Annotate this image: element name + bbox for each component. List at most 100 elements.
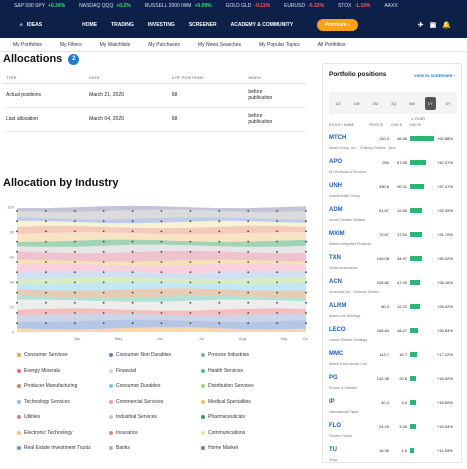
legend-item[interactable]: Insurance — [109, 430, 201, 436]
subnav-link[interactable]: My Watchlists — [99, 41, 131, 48]
ticker-item[interactable]: AAXX — [384, 3, 400, 9]
nav-link[interactable]: INVESTING — [147, 22, 175, 28]
position-ticker[interactable]: UNH — [329, 183, 342, 189]
legend-item[interactable]: Energy Minerals — [17, 368, 109, 374]
view-in-screener-link[interactable]: VIEW IN SCREENER › — [413, 73, 455, 78]
legend-item[interactable]: Real Estate Investment Trusts — [17, 445, 109, 451]
subnav-link[interactable]: My Popular Topics — [259, 41, 300, 48]
data-point — [73, 312, 76, 314]
position-ticker[interactable]: ADM — [329, 207, 343, 213]
position-change: 5.4 — [401, 400, 407, 405]
legend-item[interactable]: Financial — [109, 368, 201, 374]
period-tab[interactable]: 6M — [409, 100, 415, 106]
ticker-item[interactable]: EURUSD -0.32% — [284, 3, 324, 9]
position-ticker[interactable]: MXIM — [329, 231, 345, 237]
x-tick-label: Aug — [239, 336, 246, 341]
legend-item[interactable]: Process Industries — [201, 352, 307, 358]
position-name: AH Products & Services — [329, 170, 367, 174]
position-ticker[interactable]: TU — [329, 447, 337, 453]
position-row[interactable]: UNH UnitedHealth Group 330.6 90.11 +37.47% — [329, 181, 457, 205]
subnav-link[interactable]: My Portfolios — [13, 41, 42, 48]
change-bar — [410, 280, 420, 285]
legend-item[interactable]: Consumer Durables — [109, 383, 201, 389]
legend-item[interactable]: Electronic Technology — [17, 430, 109, 436]
send-icon[interactable]: ✈ — [417, 22, 424, 29]
period-tab[interactable]: 1M — [372, 100, 379, 106]
position-ticker[interactable]: TXN — [329, 255, 341, 261]
legend-item[interactable]: Health Services — [201, 368, 307, 374]
period-tab[interactable]: 1W — [353, 100, 360, 106]
legend-item[interactable]: Consumer Non Durables — [109, 352, 201, 358]
legend-item[interactable]: Pharmaceuticals — [201, 414, 307, 420]
position-ticker[interactable]: MTCH — [329, 135, 347, 141]
legend-item[interactable]: Utilities — [17, 414, 109, 420]
position-row[interactable]: ALRM Alarm.com Holdings 60.3 12.22 +25.42% — [329, 301, 457, 325]
position-row[interactable]: LECO Lincoln Electric Holdings 106.84 18.27… — [329, 325, 457, 349]
subnav-link[interactable]: My Filters — [59, 41, 82, 48]
position-ticker[interactable]: MMC — [329, 351, 344, 357]
nav-link[interactable]: HOME — [82, 22, 98, 28]
subnav-link[interactable]: My News Searches — [197, 41, 241, 48]
data-point — [276, 301, 278, 304]
table-row[interactable]: Last allocation March 04, 2020 68 before pub… — [3, 107, 306, 132]
position-row[interactable]: ADM Archer Daniels Midland 51.87 12.68 +32.3… — [329, 205, 457, 229]
position-row[interactable]: APO AH Products & Services 294 87.66 +42.07% — [329, 157, 457, 181]
legend-item[interactable]: Banks — [109, 445, 201, 451]
position-row[interactable]: FLO Flowers Foods 24.25 3.26 +15.54% — [329, 421, 457, 445]
table-row[interactable]: Actual positions March 21, 2020 68 before pu… — [3, 83, 306, 108]
legend-item[interactable]: Commercial Services — [109, 399, 201, 405]
legend-item[interactable]: Medical Specialties — [201, 399, 307, 405]
legend-item[interactable]: Consumer Services — [17, 352, 109, 358]
nav-link[interactable]: TRADING — [111, 22, 134, 28]
legend-swatch — [109, 430, 113, 435]
ticker-item[interactable]: RUSSELL 2000 IWM +0.09% — [145, 3, 212, 9]
position-ticker[interactable]: ALRM — [329, 303, 347, 309]
position-ticker[interactable]: APO — [329, 159, 343, 165]
position-ticker[interactable]: ACN — [329, 279, 342, 285]
legend-label: Consumer Services — [24, 352, 68, 358]
legend-item[interactable]: Communications — [201, 430, 307, 436]
period-tab[interactable]: 3Q — [390, 100, 397, 106]
nav-link[interactable]: SCREENER — [188, 22, 217, 28]
position-ticker[interactable]: IP — [329, 399, 335, 405]
logo[interactable]: ⌕ IDEAS — [20, 22, 42, 28]
period-tab[interactable]: 1D — [335, 100, 341, 106]
legend-item[interactable]: Producer Manufacturing — [17, 383, 109, 389]
subnav-link[interactable]: All Portfolios — [317, 41, 346, 48]
nav-link[interactable]: ACADEMY & COMMUNITY — [230, 22, 294, 28]
position-ticker[interactable]: PG — [329, 375, 338, 381]
ticker-item[interactable]: NASDAQ QQQ +0.2% — [79, 3, 131, 9]
position-row[interactable]: TXN Texas Instruments 149.06 34.97 +30.42% — [329, 253, 457, 277]
position-ticker[interactable]: LECO — [329, 327, 346, 333]
legend-swatch — [201, 446, 205, 450]
position-row[interactable]: MXIM Maxim Integrated Products 72.87 17.54 +… — [329, 229, 457, 253]
period-tab[interactable]: 1Y — [424, 96, 436, 110]
legend-item[interactable]: Home Market — [201, 445, 307, 451]
position-row[interactable]: IP International Paper 40.4 5.4 +15.60% — [329, 397, 457, 421]
period-tab[interactable]: 3Y — [445, 100, 451, 106]
position-row[interactable]: ACN Accenture plc - Ordinary Shares 226.82… — [329, 277, 457, 301]
y-tick-label: 60 — [10, 255, 15, 260]
allocation-when: before publication — [245, 107, 306, 132]
chat-icon[interactable]: ▣ — [429, 22, 437, 29]
position-change-pct: +11.53% — [437, 448, 453, 453]
position-row[interactable]: MTCH Match Group, Inc. - Ordinary Shares … — [329, 133, 457, 157]
legend-item[interactable]: Distribution Services — [201, 383, 307, 389]
ticker-item[interactable]: STOX -1.19% — [338, 3, 370, 9]
position-change: 46.46 — [396, 136, 407, 141]
change-bar — [410, 160, 427, 165]
position-row[interactable]: PG Procter & Gamble 142.36 20.6 +16.92% — [329, 373, 457, 397]
position-ticker[interactable]: FLO — [329, 423, 341, 429]
bell-icon[interactable]: 🔔 — [442, 22, 451, 29]
position-row[interactable]: MMC Marsh & McLennan Cos. 113.7 16.7 +17.22% — [329, 349, 457, 373]
position-row[interactable]: TU Telus 16.36 1.6 +11.53% — [329, 445, 457, 469]
change-bar — [410, 136, 434, 141]
legend-item[interactable]: Industrial Services — [109, 414, 201, 420]
x-tick-label: Sep — [280, 336, 288, 341]
position-change-pct: +26.16% — [437, 280, 453, 285]
ticker-item[interactable]: S&P 500 SPY +0.34% — [14, 3, 65, 9]
premium-button[interactable]: Premium › — [317, 19, 358, 31]
subnav-link[interactable]: My Purchases — [148, 41, 180, 48]
legend-item[interactable]: Technology Services — [17, 399, 109, 405]
ticker-item[interactable]: GOLD GLD -0.11% — [226, 3, 270, 9]
